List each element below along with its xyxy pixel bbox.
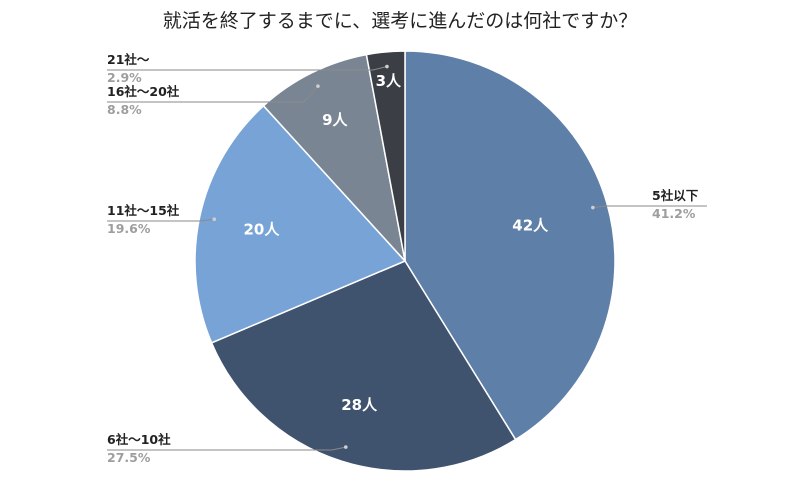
percent-label: 2.9%: [107, 70, 142, 85]
pie-slice: [365, 50, 406, 262]
pie-slice: [194, 104, 407, 344]
pie-slice: [210, 260, 517, 472]
percent-label: 27.5%: [107, 450, 151, 465]
leader-line: [592, 205, 707, 209]
slice-count-label: 9人: [322, 111, 348, 129]
category-label: 16社〜20社: [107, 84, 180, 99]
pie-slice: [404, 50, 616, 441]
leader-line: [107, 85, 319, 103]
slice-count-label: 28人: [341, 396, 378, 414]
leader-dot: [316, 84, 320, 88]
percent-label: 8.8%: [107, 102, 142, 117]
percent-label: 41.2%: [652, 206, 696, 221]
leader-dot: [385, 64, 389, 69]
pie-slices: [194, 50, 616, 472]
slice-count-label: 3人: [376, 72, 402, 90]
chart-title: 就活を終了するまでに、選考に進んだのは何社ですか？: [163, 10, 637, 32]
leader-dot: [343, 445, 348, 449]
slice-count-label: 42人: [512, 216, 549, 234]
leader-dot: [591, 205, 595, 210]
category-label: 6社〜10社: [107, 432, 171, 447]
category-label: 21社〜: [107, 52, 150, 67]
slice-labels: 42人 28人 20人 9人 3人: [243, 72, 549, 414]
category-label: 11社〜15社: [107, 203, 180, 218]
slice-count-label: 20人: [243, 221, 280, 239]
leader-lines: [107, 64, 707, 451]
leader-line: [107, 66, 388, 71]
category-label: 5社以下: [652, 188, 699, 203]
leader-line: [107, 218, 215, 222]
pie-slice: [262, 53, 407, 264]
leader-dot: [212, 217, 217, 222]
category-labels: 5社以下 41.2% 6社〜10社 27.5% 11社〜15社 19.6% 16社〜20社 8…: [107, 52, 699, 465]
leader-line: [107, 446, 346, 451]
percent-label: 19.6%: [107, 221, 151, 236]
